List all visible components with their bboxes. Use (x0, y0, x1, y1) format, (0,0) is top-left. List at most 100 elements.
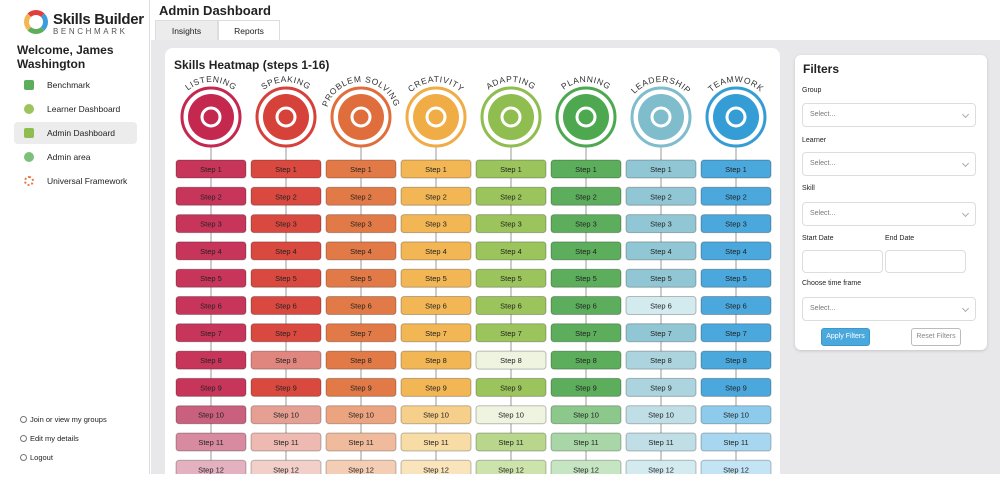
step-label: Step 2 (575, 192, 597, 201)
step-label: Step 6 (200, 302, 222, 311)
step-cell (325, 323, 397, 343)
step-label: Step 11 (573, 438, 598, 447)
skill-badge (338, 94, 384, 140)
step-cell (475, 377, 547, 397)
step-cell (325, 159, 397, 179)
step-cell (625, 268, 697, 288)
step-label: Step 3 (200, 220, 222, 229)
step-cell (475, 350, 547, 370)
step-cell (475, 459, 547, 474)
sidebar: Skills Builder BENCHMARK Welcome, James … (0, 0, 150, 474)
nav-label: Learner Dashboard (47, 104, 121, 114)
select[interactable]: Select... (802, 103, 976, 127)
step-label: Step 6 (725, 302, 747, 311)
step-label: Step 10 (423, 411, 449, 420)
step-cell (400, 159, 472, 179)
step-cell (175, 350, 247, 370)
step-cell (175, 432, 247, 452)
date-input[interactable] (885, 250, 966, 273)
nav-item[interactable]: Admin Dashboard (14, 122, 137, 144)
welcome: Welcome, James Washington (17, 43, 114, 71)
step-label: Step 11 (648, 438, 673, 447)
step-cell (325, 459, 397, 474)
nav-item[interactable]: Benchmark (14, 74, 137, 96)
step-cell (325, 186, 397, 206)
step-cell (700, 186, 772, 206)
step-cell (475, 432, 547, 452)
step-cell (250, 432, 322, 452)
step-label: Step 10 (648, 411, 674, 420)
nav-item[interactable]: Learner Dashboard (14, 98, 137, 120)
step-label: Step 4 (275, 247, 297, 256)
step-label: Step 5 (425, 274, 447, 283)
step-label: Step 8 (200, 356, 222, 365)
step-label: Step 1 (575, 165, 597, 174)
skill-badge (638, 94, 684, 140)
step-cell (250, 214, 322, 234)
step-label: Step 5 (350, 274, 372, 283)
nav-label: Benchmark (47, 80, 90, 90)
step-label: Step 2 (425, 192, 447, 201)
step-label: Step 11 (273, 438, 298, 447)
filters-panel: Filters Group Select... Learner Select..… (795, 55, 987, 350)
footer-link[interactable]: Join or view my groups (20, 415, 107, 424)
nav-item[interactable]: Admin area (14, 146, 137, 168)
footer-link[interactable]: Edit my details (20, 434, 79, 443)
step-cell (325, 214, 397, 234)
tab[interactable]: Reports (218, 20, 280, 41)
step-cell (475, 214, 547, 234)
step-cell (550, 459, 622, 474)
step-label: Step 1 (275, 165, 297, 174)
step-label: Step 1 (650, 165, 672, 174)
step-cell (550, 159, 622, 179)
link-label: Logout (30, 453, 53, 462)
step-cell (625, 323, 697, 343)
step-cell (250, 186, 322, 206)
step-label: Step 6 (350, 302, 372, 311)
step-label: Step 8 (725, 356, 747, 365)
step-cell (400, 377, 472, 397)
step-label: Step 9 (350, 383, 372, 392)
step-label: Step 3 (350, 220, 372, 229)
skill-glyph (275, 106, 297, 128)
step-label: Step 7 (725, 329, 747, 338)
tab[interactable]: Insights (155, 20, 218, 41)
step-cell (475, 241, 547, 261)
nav-item[interactable]: Universal Framework (14, 170, 137, 192)
step-label: Step 5 (500, 274, 522, 283)
step-label: Step 4 (575, 247, 597, 256)
step-cell (550, 350, 622, 370)
step-label: Step 5 (650, 274, 672, 283)
page-title: Admin Dashboard (159, 3, 271, 18)
footer-link[interactable]: Logout (20, 453, 53, 462)
skill-glyph (200, 106, 222, 128)
apply-button[interactable]: Apply Filters (821, 328, 870, 346)
step-label: Step 4 (725, 247, 747, 256)
step-label: Step 7 (650, 329, 672, 338)
step-label: Step 6 (275, 302, 297, 311)
skill-badge (488, 94, 534, 140)
logo-title: Skills Builder (53, 11, 144, 28)
step-cell (625, 405, 697, 425)
select[interactable]: Select... (802, 297, 976, 321)
step-label: Step 11 (198, 438, 223, 447)
step-cell (625, 159, 697, 179)
reset-button[interactable]: Reset Filters (911, 328, 961, 346)
step-label: Step 9 (200, 383, 222, 392)
step-label: Step 3 (500, 220, 522, 229)
step-label: Step 10 (573, 411, 599, 420)
step-cell (700, 241, 772, 261)
step-label: Step 7 (575, 329, 597, 338)
select[interactable]: Select... (802, 202, 976, 226)
step-label: Step 4 (350, 247, 372, 256)
nav-label: Admin area (47, 152, 91, 162)
step-cell (550, 405, 622, 425)
step-label: Step 9 (575, 383, 597, 392)
step-label: Step 9 (275, 383, 297, 392)
select[interactable]: Select... (802, 152, 976, 176)
step-cell (700, 214, 772, 234)
step-cell (250, 296, 322, 315)
date-input[interactable] (802, 250, 883, 273)
heatmap-title: Skills Heatmap (steps 1-16) (174, 58, 330, 72)
